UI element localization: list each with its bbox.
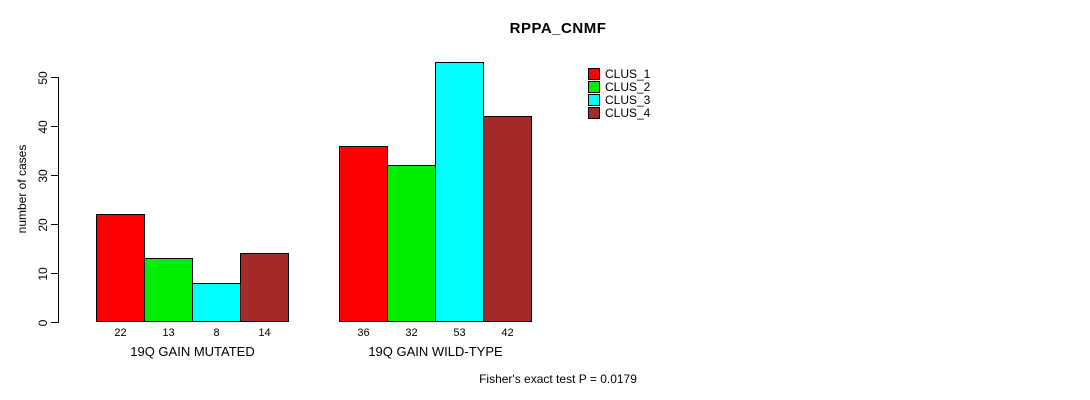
y-axis-line	[58, 77, 59, 323]
x-axis-group-label: 19Q GAIN MUTATED	[130, 344, 255, 359]
y-axis-tick	[51, 77, 58, 78]
legend-swatch-clus_1	[588, 68, 600, 80]
bar-value-label: 13	[162, 327, 175, 339]
bar-value-label: 42	[501, 327, 514, 339]
bar-clus_4	[483, 116, 532, 322]
legend-label-clus_3: CLUS_3	[605, 93, 651, 107]
bar-clus_1	[96, 214, 145, 322]
bar-clus_3	[435, 62, 484, 322]
y-axis-tick-label: 40	[36, 119, 50, 134]
legend-swatch-clus_2	[588, 81, 600, 93]
y-axis-tick	[51, 126, 58, 127]
chart-title: RPPA_CNMF	[509, 20, 607, 37]
bar-clus_3	[192, 282, 241, 322]
y-axis-tick	[51, 322, 58, 323]
bar-value-label: 53	[453, 327, 466, 339]
bar-value-label: 22	[114, 327, 127, 339]
legend-label-clus_4: CLUS_4	[605, 106, 651, 120]
legend-label-clus_1: CLUS_1	[605, 67, 651, 81]
y-axis-tick	[51, 224, 58, 225]
y-axis-tick-label: 20	[36, 217, 50, 232]
bar-value-label: 36	[357, 327, 370, 339]
bar-clus_4	[240, 253, 289, 322]
y-axis-tick-label: 0	[36, 319, 50, 326]
legend-swatch-clus_4	[588, 107, 600, 119]
y-axis-tick	[51, 175, 58, 176]
bar-value-label: 14	[258, 327, 271, 339]
bar-value-label: 8	[213, 327, 220, 339]
x-axis-group-label: 19Q GAIN WILD-TYPE	[368, 344, 503, 359]
bar-value-label: 32	[405, 327, 418, 339]
legend-swatch-clus_3	[588, 94, 600, 106]
y-axis-tick-label: 10	[36, 266, 50, 281]
annotation-text: Fisher's exact test P = 0.0179	[479, 372, 637, 386]
bar-clus_2	[387, 165, 436, 322]
legend-label-clus_2: CLUS_2	[605, 80, 651, 94]
y-axis-tick-label: 50	[36, 70, 50, 85]
y-axis-tick-label: 30	[36, 168, 50, 183]
bar-clus_1	[339, 145, 388, 322]
y-axis-tick	[51, 273, 58, 274]
bar-clus_2	[144, 258, 193, 322]
